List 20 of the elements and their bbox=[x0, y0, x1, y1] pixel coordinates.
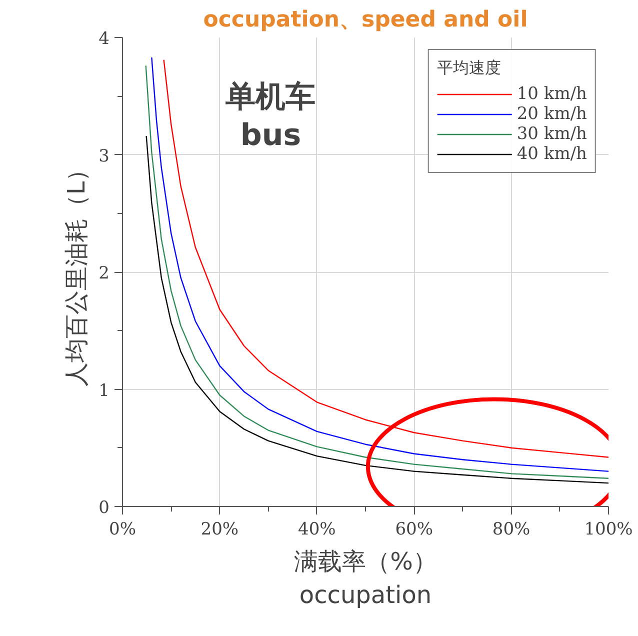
legend-title: 平均速度 bbox=[436, 58, 502, 79]
x-axis-title: 满载率（%） occupation bbox=[294, 548, 437, 610]
x-tick-label: 20% bbox=[200, 520, 239, 540]
legend-label: 20 km/h bbox=[516, 104, 587, 124]
x-tick-label: 80% bbox=[492, 520, 530, 540]
x-tick-label: 40% bbox=[298, 520, 336, 540]
chart-title: occupation、speed and oil bbox=[203, 8, 528, 32]
legend-label: 40 km/h bbox=[516, 144, 587, 164]
x-tick-label: 60% bbox=[395, 520, 434, 540]
x-tick-label: 100% bbox=[584, 520, 633, 540]
legend-label: 10 km/h bbox=[516, 84, 587, 104]
annotation: 单机车 bus bbox=[224, 80, 316, 154]
y-axis-title: 人均百公里油耗（L） bbox=[62, 157, 91, 387]
legend-label: 30 km/h bbox=[516, 124, 587, 144]
y-tick-label: 1 bbox=[98, 380, 110, 401]
y-tick-label: 0 bbox=[98, 498, 110, 518]
x-tick-label: 0% bbox=[109, 520, 136, 540]
y-tick-label: 3 bbox=[98, 146, 110, 166]
y-tick-label: 2 bbox=[98, 264, 110, 284]
y-tick-label: 4 bbox=[98, 29, 110, 49]
